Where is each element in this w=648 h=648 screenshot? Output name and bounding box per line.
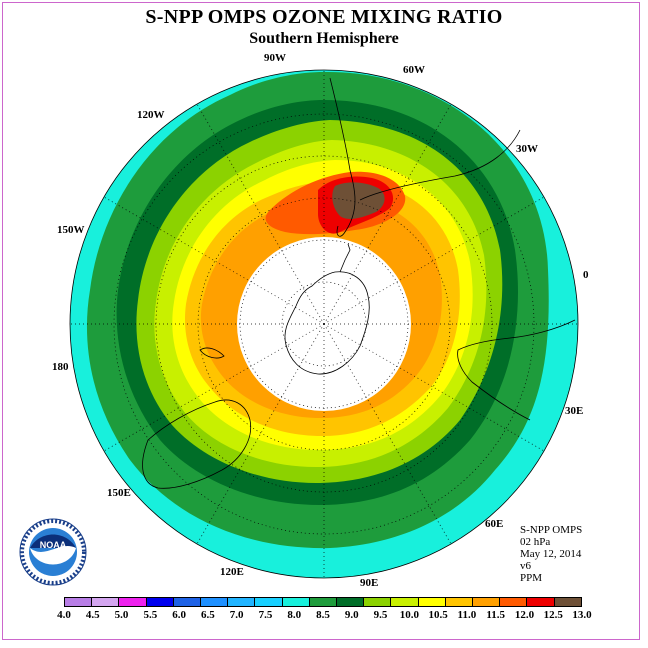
colorbar-tick-label: 5.5 (143, 609, 158, 621)
colorbar-tick-label: 12.5 (543, 609, 563, 621)
lon-label-30w: 30W (516, 143, 538, 155)
colorbar-tick-label: 4.5 (85, 609, 100, 621)
colorbar-swatch (173, 598, 202, 606)
colorbar-swatch (418, 598, 446, 606)
colorbar-tick-label: 10.5 (428, 609, 448, 621)
lon-label-90w: 90W (264, 52, 286, 64)
colorbar-swatch (500, 598, 528, 606)
colorbar (64, 597, 582, 607)
lon-label-150e: 150E (107, 487, 131, 499)
lon-label-30e: 30E (565, 405, 584, 417)
australia-outline (142, 399, 252, 489)
colorbar-swatch (337, 598, 365, 606)
colorbar-tick-label: 10.0 (399, 609, 419, 621)
noaa-logo-text: NOAA (39, 540, 67, 550)
info-instrument: S-NPP OMPS (520, 524, 583, 536)
colorbar-tick-label: 11.0 (457, 609, 477, 621)
lon-label-0: 0 (583, 269, 589, 281)
colorbar-swatch (201, 598, 229, 606)
lon-label-60e: 60E (485, 518, 504, 530)
noaa-logo (19, 518, 87, 586)
lon-label-90e: 90E (360, 577, 379, 589)
lon-label-120w: 120W (137, 109, 165, 121)
lon-label-60w: 60W (403, 64, 425, 76)
antarctic-peninsula-outline (339, 243, 351, 273)
info-level: 02 hPa (520, 536, 551, 548)
map-frame (2, 2, 640, 640)
colorbar-swatch (554, 598, 581, 606)
colorbar-swatch (527, 598, 555, 606)
colorbar-swatch (92, 598, 120, 606)
colorbar-swatch (364, 598, 392, 606)
info-version: v6 (520, 560, 531, 572)
colorbar-tick-label: 8.0 (287, 609, 302, 621)
colorbar-swatch (309, 598, 338, 606)
colorbar-tick-label: 4.0 (57, 609, 71, 621)
ozone-band-13.0 (332, 182, 385, 219)
info-date: May 12, 2014 (520, 548, 582, 560)
colorbar-swatch (146, 598, 174, 606)
map-subtitle: Southern Hemisphere (249, 30, 399, 47)
colorbar-swatch (282, 598, 310, 606)
colorbar-tick-label: 6.5 (201, 609, 215, 621)
lon-label-180: 180 (52, 361, 69, 373)
colorbar-tick-label: 9.5 (373, 609, 388, 621)
colorbar-tick-label: 8.5 (316, 609, 330, 621)
map-border (69, 69, 579, 579)
map-title: S-NPP OMPS OZONE MIXING RATIO (145, 6, 503, 28)
colorbar-tick-label: 13.0 (572, 609, 592, 621)
colorbar-swatch (228, 598, 256, 606)
lon-label-120e: 120E (220, 566, 244, 578)
colorbar-swatch (391, 598, 419, 606)
colorbar-tick-label: 9.0 (344, 609, 359, 621)
info-units: PPM (520, 572, 543, 584)
new-zealand-outline (199, 347, 225, 359)
colorbar-tick-label: 7.0 (229, 609, 244, 621)
colorbar-swatch (119, 598, 147, 606)
lon-label-150w: 150W (57, 224, 85, 236)
colorbar-tick-label: 11.5 (486, 609, 505, 621)
africa-outline (457, 319, 576, 421)
antarctica-outline (284, 271, 370, 375)
colorbar-tick-label: 12.0 (514, 609, 535, 621)
colorbar-tick-label: 7.5 (258, 609, 273, 621)
colorbar-swatch (255, 598, 283, 606)
colorbar-tick-label: 6.0 (172, 609, 186, 621)
colorbar-swatch (65, 598, 93, 606)
colorbar-tick-label: 5.0 (114, 609, 129, 621)
colorbar-swatch (445, 598, 474, 606)
colorbar-swatch (473, 598, 501, 606)
south-america-outline (329, 77, 521, 237)
